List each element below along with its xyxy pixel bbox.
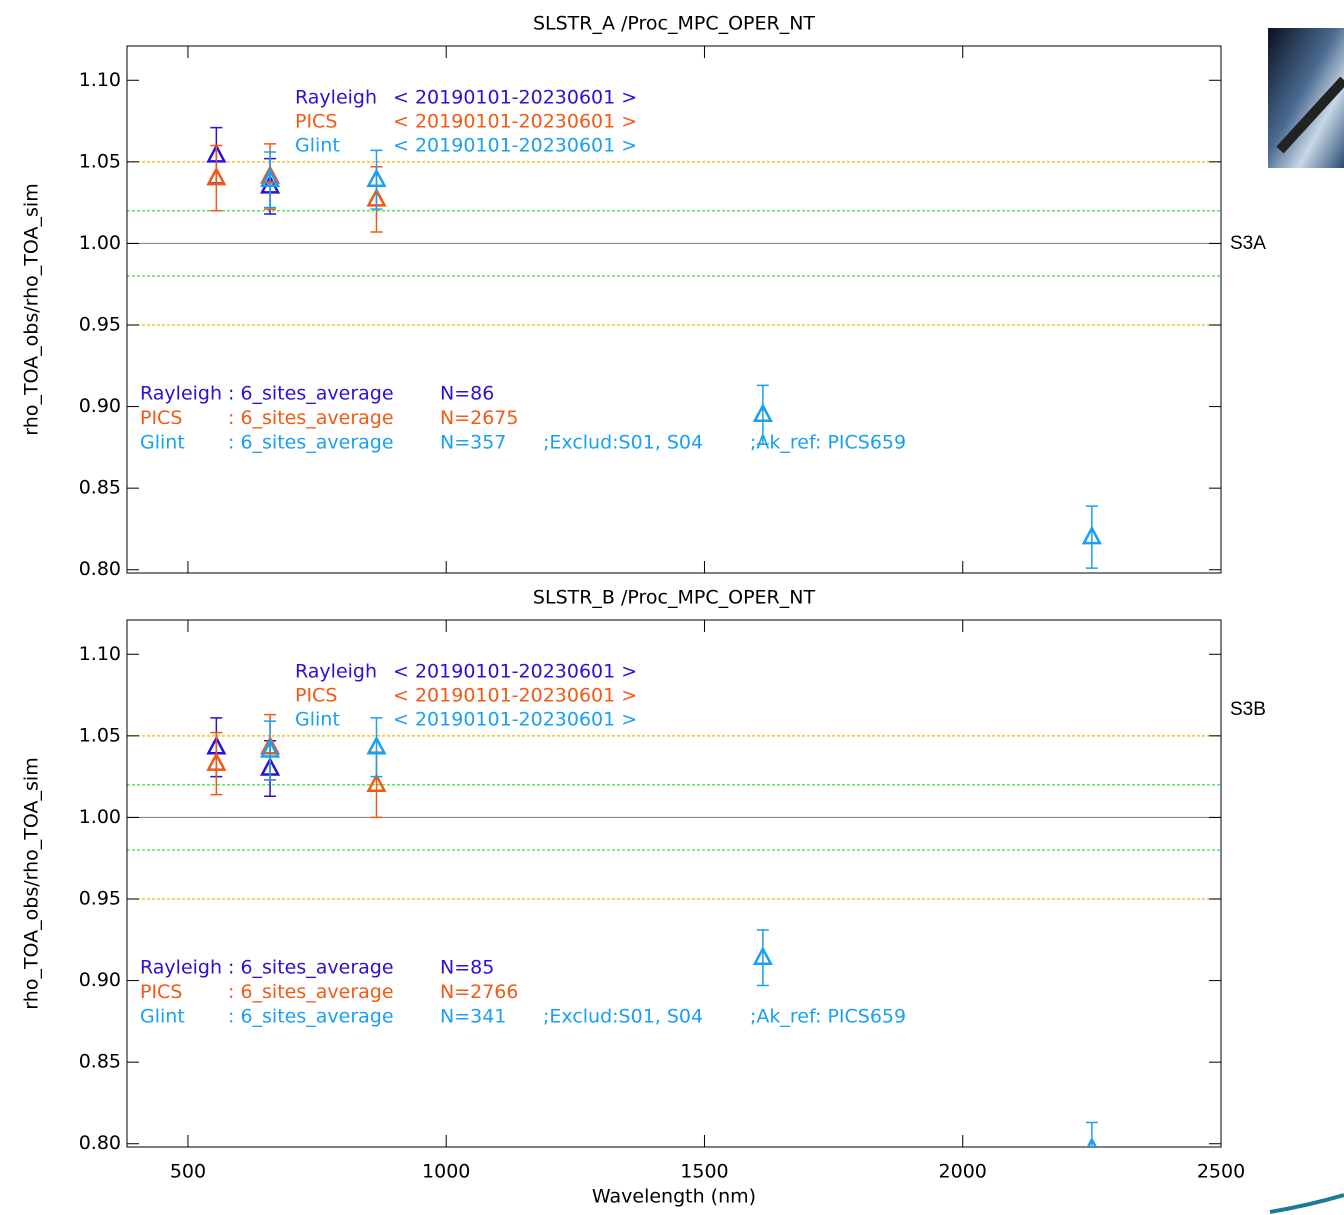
y-axis-label: rho_TOA_obs/rho_TOA_sim xyxy=(21,183,43,435)
annotation-period: < 20190101-20230601 > xyxy=(393,135,637,157)
y-tick-label: 1.05 xyxy=(79,150,121,172)
annotation-name: Rayleigh xyxy=(295,87,377,109)
stats-site: : 6_sites_average xyxy=(228,432,394,454)
y-tick-label: 0.90 xyxy=(79,395,121,417)
series-group xyxy=(262,718,1100,1175)
y-tick-label: 0.80 xyxy=(79,558,121,580)
x-tick-label: 2000 xyxy=(939,1161,987,1183)
error-bar xyxy=(1086,1123,1098,1175)
x-tick-label: 2500 xyxy=(1197,1161,1245,1183)
stats-note: ;Exclud:S01, S04 xyxy=(543,432,703,454)
stats-site: : 6_sites_average xyxy=(228,957,394,979)
series-group xyxy=(262,150,1100,568)
y-tick-label: 0.90 xyxy=(79,969,121,991)
annotation-period: < 20190101-20230601 > xyxy=(393,685,637,707)
stats-n: N=85 xyxy=(440,957,494,979)
stats-site: : 6_sites_average xyxy=(228,1006,394,1028)
stats-n: N=2675 xyxy=(440,407,519,429)
annotation-period: < 20190101-20230601 > xyxy=(393,661,637,683)
annotation-period: < 20190101-20230601 > xyxy=(393,111,637,133)
y-tick-label: 0.85 xyxy=(79,477,121,499)
annotation-period: < 20190101-20230601 > xyxy=(393,709,637,731)
stats-site: : 6_sites_average xyxy=(228,407,394,429)
stats-name: PICS xyxy=(140,981,182,1003)
y-axis-label: rho_TOA_obs/rho_TOA_sim xyxy=(21,757,43,1009)
stats-name: PICS xyxy=(140,407,182,429)
y-tick-label: 0.85 xyxy=(79,1051,121,1073)
stats-note: ;Exclud:S01, S04 xyxy=(543,1006,703,1028)
x-tick-label: 500 xyxy=(170,1161,206,1183)
y-tick-label: 1.10 xyxy=(79,69,121,91)
stats-site: : 6_sites_average xyxy=(228,981,394,1003)
x-tick-label: 1500 xyxy=(680,1161,728,1183)
annotation-period: < 20190101-20230601 > xyxy=(393,87,637,109)
plot-frame xyxy=(127,620,1221,1147)
panel-label: S3B xyxy=(1230,699,1266,720)
stats-name: Glint xyxy=(140,1006,185,1028)
stats-name: Glint xyxy=(140,432,185,454)
y-tick-label: 1.00 xyxy=(79,232,121,254)
stats-n: N=86 xyxy=(440,383,494,405)
stats-n: N=341 xyxy=(440,1006,506,1028)
stats-note: ;Ak_ref: PICS659 xyxy=(750,1006,906,1028)
annotation-name: Rayleigh xyxy=(295,661,377,683)
x-tick-label: 1000 xyxy=(422,1161,470,1183)
stats-n: N=357 xyxy=(440,432,506,454)
stats-name: Rayleigh xyxy=(140,957,222,979)
y-tick-label: 0.95 xyxy=(79,888,121,910)
annotation-name: Glint xyxy=(295,135,340,157)
annotation-name: PICS xyxy=(295,111,337,133)
series-group xyxy=(208,144,384,232)
y-tick-label: 1.00 xyxy=(79,806,121,828)
stats-n: N=2766 xyxy=(440,981,519,1003)
stats-note: ;Ak_ref: PICS659 xyxy=(750,432,906,454)
plot-frame xyxy=(127,46,1221,573)
chart: SLSTR_A /Proc_MPC_OPER_NT rho_TOA_obs/rho… xyxy=(0,0,1344,1215)
y-tick-label: 0.80 xyxy=(79,1132,121,1154)
y-tick-label: 1.05 xyxy=(79,724,121,746)
y-tick-label: 0.95 xyxy=(79,314,121,336)
stats-name: Rayleigh xyxy=(140,383,222,405)
chart-title: SLSTR_A /Proc_MPC_OPER_NT xyxy=(533,13,815,35)
annotation-name: Glint xyxy=(295,709,340,731)
x-axis-label: Wavelength (nm) xyxy=(592,1186,756,1208)
y-tick-label: 1.10 xyxy=(79,643,121,665)
stats-site: : 6_sites_average xyxy=(228,383,394,405)
panel-label: S3A xyxy=(1230,233,1266,254)
annotation-name: PICS xyxy=(295,685,337,707)
decoration xyxy=(1270,1195,1344,1212)
chart-title: SLSTR_B /Proc_MPC_OPER_NT xyxy=(533,587,816,609)
